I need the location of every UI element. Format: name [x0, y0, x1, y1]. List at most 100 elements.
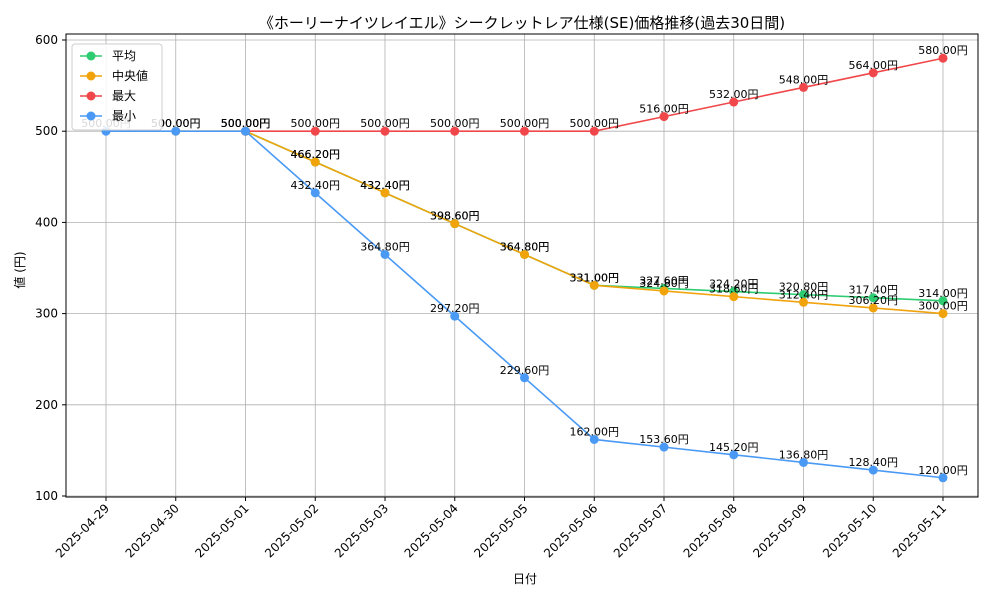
- data-label: 500.00円: [221, 117, 271, 130]
- data-label: 297.20円: [430, 302, 480, 315]
- legend-marker: [86, 111, 96, 121]
- data-label: 327.60円: [639, 274, 689, 287]
- data-label: 500.00円: [151, 117, 201, 130]
- x-axis-title: 日付: [513, 572, 537, 586]
- data-point: [380, 126, 390, 136]
- data-label: 500.00円: [221, 117, 271, 130]
- legend-marker: [86, 71, 96, 81]
- y-tick-label: 200: [35, 398, 58, 412]
- series-line: [175, 130, 944, 315]
- data-point: [938, 473, 948, 483]
- data-label: 500.00円: [500, 117, 550, 130]
- data-label: 532.00円: [709, 88, 759, 101]
- data-point: [868, 465, 878, 475]
- data-point: [938, 309, 948, 319]
- data-label: 466.20円: [291, 148, 341, 161]
- data-label: 364.80円: [500, 241, 550, 254]
- data-point: [450, 311, 460, 321]
- data-label: 564.00円: [849, 59, 899, 72]
- data-label: 500.00円: [221, 117, 271, 130]
- data-label: 145.20円: [709, 441, 759, 454]
- data-point: [868, 68, 878, 78]
- data-label: 432.40円: [360, 179, 410, 192]
- data-point: [171, 126, 181, 136]
- data-point: [380, 188, 390, 198]
- data-point: [799, 82, 808, 92]
- data-label: 300.00円: [918, 300, 968, 313]
- data-label: 324.80円: [639, 277, 689, 290]
- data-point: [729, 450, 739, 460]
- data-labels-layer: 500.00円 466.20円 432.40円 398.60円 364.80円 331.0…: [81, 44, 968, 477]
- data-label: 500.00円: [360, 117, 410, 130]
- data-point: [589, 126, 599, 136]
- y-tick-label: 300: [35, 307, 58, 321]
- data-point: [589, 434, 599, 444]
- data-label: 162.00円: [570, 425, 620, 438]
- data-point: [868, 293, 878, 303]
- data-point: [310, 126, 320, 136]
- data-label: 500.00円: [221, 117, 271, 130]
- data-point: [520, 250, 529, 260]
- data-label: 324.20円: [709, 278, 759, 291]
- series-layer: [101, 53, 948, 483]
- data-label: 500.00円: [430, 117, 480, 130]
- data-label: 398.60円: [430, 210, 480, 223]
- plot-area-frame: [65, 33, 979, 498]
- legend-label: 平均: [112, 49, 136, 63]
- data-point: [589, 280, 599, 290]
- data-point: [799, 457, 808, 467]
- data-label: 331.00円: [570, 271, 620, 284]
- data-label: 120.00円: [918, 464, 968, 477]
- data-label: 432.40円: [291, 179, 341, 192]
- legend-label: 中央値: [112, 68, 148, 83]
- data-point: [450, 126, 460, 136]
- data-label: 306.20円: [849, 294, 899, 307]
- legend-box: [71, 43, 163, 131]
- data-label: 128.40円: [849, 456, 899, 469]
- data-point: [310, 157, 320, 167]
- y-axis-title: 値 (円): [12, 251, 27, 288]
- data-point: [310, 188, 320, 198]
- data-point: [659, 112, 669, 122]
- data-label: 398.60円: [430, 210, 480, 223]
- data-label: 516.00円: [639, 103, 689, 116]
- data-label: 136.80円: [779, 448, 829, 461]
- data-label: 318.60円: [709, 283, 759, 296]
- data-point: [799, 297, 808, 307]
- data-point: [729, 97, 739, 107]
- data-label: 364.80円: [500, 241, 550, 254]
- legend-marker: [86, 51, 96, 61]
- data-label: 364.80円: [360, 241, 410, 254]
- legend-label: 最小: [112, 109, 136, 123]
- data-label: 432.40円: [360, 179, 410, 192]
- data-label: 314.00円: [918, 287, 968, 300]
- data-label: 229.60円: [500, 364, 550, 377]
- y-tick-label: 600: [35, 33, 58, 47]
- data-label: 317.40円: [849, 284, 899, 297]
- data-point: [241, 126, 250, 136]
- data-label: 320.80円: [779, 281, 829, 294]
- data-label: 331.00円: [570, 271, 620, 284]
- y-tick-label: 500: [35, 124, 58, 138]
- data-label: 500.00円: [570, 117, 620, 130]
- data-point: [729, 292, 739, 302]
- data-point: [799, 290, 808, 300]
- data-label: 153.60円: [639, 433, 689, 446]
- data-point: [868, 303, 878, 313]
- chart-title: 《ホーリーナイツレイエル》シークレットレア仕様(SE)価格推移(過去30日間): [259, 14, 785, 32]
- y-tick-label: 400: [35, 215, 58, 229]
- data-point: [938, 296, 948, 306]
- data-point: [450, 219, 460, 229]
- data-point: [520, 126, 529, 136]
- grid-layer: [66, 34, 978, 497]
- data-label: 500.00円: [291, 117, 341, 130]
- series-3: [101, 126, 948, 483]
- data-label: 466.20円: [291, 148, 341, 161]
- data-point: [520, 373, 529, 383]
- data-point: [659, 442, 669, 452]
- data-label: 548.00円: [779, 73, 829, 86]
- data-point: [659, 286, 669, 296]
